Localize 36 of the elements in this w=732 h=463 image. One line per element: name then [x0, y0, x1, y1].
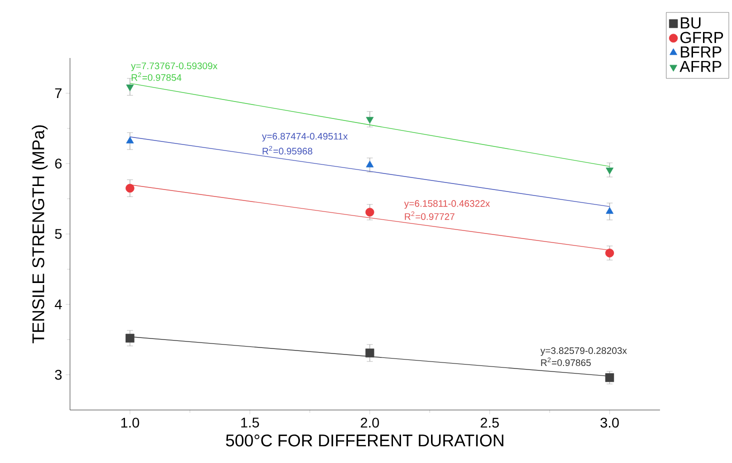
legend-label: BU [680, 17, 700, 29]
y-tick-label: 6 [55, 158, 62, 169]
annotation: y=6.15811-0.46322x [404, 200, 490, 209]
annotation: y=6.87474-0.49511x [262, 132, 348, 142]
annotation: R$^{2}$=0.95968 [262, 146, 312, 154]
y-tick-label: 7 [55, 88, 62, 98]
y-tick-label: 3 [55, 370, 62, 380]
x-tick-label: 3.0 [600, 418, 619, 428]
point [126, 136, 134, 144]
point [366, 116, 374, 124]
point [605, 373, 614, 382]
x-tick-label: 1.0 [121, 418, 140, 428]
x-axis-title: 500°C FOR DIFFERENT DURATION [226, 434, 504, 446]
point [126, 334, 134, 343]
y-tick-label: 5 [55, 229, 62, 239]
x-tick-label: 1.5 [241, 418, 259, 428]
point [605, 248, 614, 258]
annotation: R$^{2}$=0.97865 [541, 358, 591, 366]
point [126, 84, 134, 92]
point [366, 160, 374, 168]
point [126, 184, 134, 193]
annotation: R$^{2}$=0.97854 [132, 72, 182, 81]
y-tick-label: 4 [54, 300, 62, 310]
legend-label: GFRP [680, 32, 724, 44]
legend-label: BFRP [680, 46, 722, 58]
annotation: y=3.82579-0.28203x [540, 347, 627, 356]
point [365, 348, 374, 358]
x-tick-label: 2.5 [480, 418, 499, 428]
point [606, 168, 614, 174]
point [365, 208, 374, 217]
y-axis-title: TENSILE STRENGTH (MPa) [32, 125, 48, 344]
annotation: R$^{2}$=0.97727 [404, 211, 454, 220]
x-tick-label: 2.0 [360, 418, 379, 428]
point [606, 207, 614, 214]
legend-label: AFRP [680, 60, 722, 72]
annotation: y=7.73767-0.59309x [130, 62, 218, 72]
